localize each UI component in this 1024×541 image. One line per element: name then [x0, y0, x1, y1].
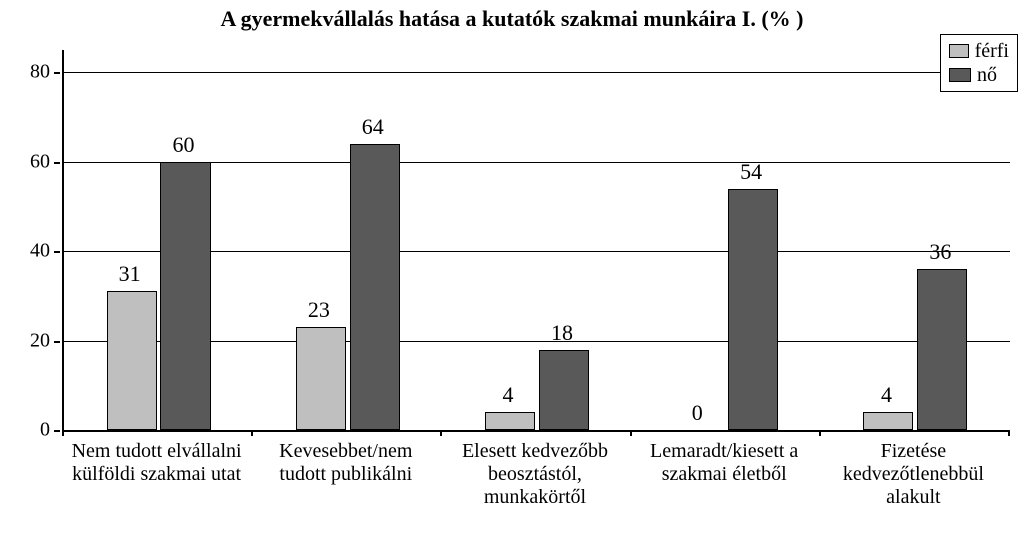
category-label: Kevesebbet/nem tudott publikálni: [255, 440, 436, 486]
y-tick-label: 20: [0, 329, 50, 352]
plot-area: [62, 50, 1010, 432]
bar-value-label: 18: [551, 320, 573, 346]
bar-value-label: 54: [740, 159, 762, 185]
bar-férfi: [485, 412, 535, 430]
bar-value-label: 4: [881, 382, 892, 408]
category-label: Lemaradt/kiesett a szakmai életből: [634, 440, 815, 486]
bar-férfi: [107, 291, 157, 430]
y-tick: [54, 72, 60, 74]
gridline: [64, 72, 1010, 73]
bar-nő: [917, 269, 967, 430]
category-label: Fizetése kedvezőtlenebbül alakult: [823, 440, 1004, 509]
legend-label: férfi: [975, 39, 1009, 63]
category-tick: [819, 430, 821, 436]
y-tick: [54, 341, 60, 343]
bar-nő: [539, 350, 589, 430]
bar-nő: [160, 162, 210, 430]
category-tick: [630, 430, 632, 436]
bar-nő: [728, 189, 778, 430]
category-tick: [62, 430, 64, 436]
bar-value-label: 36: [929, 239, 951, 265]
legend-label: nő: [977, 63, 997, 87]
category-tick: [440, 430, 442, 436]
bar-value-label: 23: [308, 297, 330, 323]
bar-value-label: 4: [503, 382, 514, 408]
bar-férfi: [863, 412, 913, 430]
bar-value-label: 0: [692, 400, 703, 426]
y-tick: [54, 162, 60, 164]
y-tick: [54, 251, 60, 253]
y-tick-label: 0: [0, 419, 50, 442]
legend: férfinő: [940, 34, 1018, 92]
y-tick-label: 80: [0, 61, 50, 84]
chart-title: A gyermekvállalás hatása a kutatók szakm…: [0, 6, 1024, 32]
category-label: Nem tudott elvállalni külföldi szakmai u…: [66, 440, 247, 486]
legend-swatch: [949, 44, 969, 58]
category-tick: [1008, 430, 1010, 436]
bar-nő: [350, 144, 400, 430]
legend-item: férfi: [949, 39, 1009, 63]
bar-value-label: 64: [362, 114, 384, 140]
bar-value-label: 31: [119, 261, 141, 287]
chart-container: A gyermekvállalás hatása a kutatók szakm…: [0, 0, 1024, 541]
y-tick-label: 40: [0, 240, 50, 263]
category-label: Elesett kedvezőbb beosztástól, munkakört…: [444, 440, 625, 509]
legend-swatch: [949, 68, 971, 82]
bar-value-label: 60: [173, 132, 195, 158]
legend-item: nő: [949, 63, 1009, 87]
bar-férfi: [296, 327, 346, 430]
y-tick: [54, 430, 60, 432]
category-tick: [251, 430, 253, 436]
y-tick-label: 60: [0, 150, 50, 173]
